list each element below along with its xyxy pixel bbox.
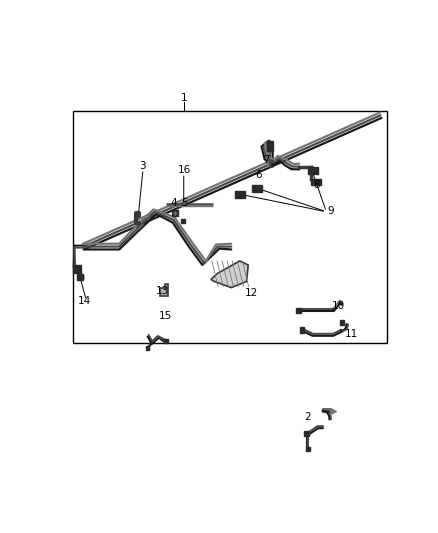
Bar bbox=[235, 191, 245, 198]
Text: 14: 14 bbox=[78, 296, 91, 306]
Text: 15: 15 bbox=[159, 311, 172, 321]
Text: 1: 1 bbox=[180, 93, 187, 103]
Bar bbox=[251, 185, 262, 191]
Bar bbox=[311, 179, 321, 185]
Text: 16: 16 bbox=[178, 165, 191, 175]
Text: 6: 6 bbox=[255, 170, 262, 180]
Bar bbox=[300, 327, 304, 333]
Text: 4: 4 bbox=[170, 198, 177, 208]
Bar bbox=[73, 265, 81, 273]
Text: 13: 13 bbox=[156, 286, 170, 296]
Text: 12: 12 bbox=[244, 288, 258, 297]
Bar bbox=[307, 167, 318, 174]
Text: 9: 9 bbox=[328, 206, 334, 216]
Text: 11: 11 bbox=[345, 329, 358, 339]
Bar bbox=[146, 346, 149, 350]
Bar bbox=[164, 338, 168, 343]
Text: 7: 7 bbox=[263, 156, 269, 165]
Bar bbox=[297, 308, 300, 313]
Bar bbox=[306, 447, 310, 451]
Polygon shape bbox=[211, 261, 248, 288]
Text: 2: 2 bbox=[304, 412, 311, 422]
Bar bbox=[74, 111, 387, 343]
Text: 8: 8 bbox=[313, 180, 319, 190]
Text: 10: 10 bbox=[332, 301, 345, 311]
Polygon shape bbox=[160, 284, 169, 296]
Text: 5: 5 bbox=[181, 198, 188, 208]
Bar bbox=[340, 320, 344, 325]
Bar bbox=[267, 141, 273, 151]
Text: 3: 3 bbox=[139, 161, 146, 171]
Bar bbox=[304, 431, 309, 436]
